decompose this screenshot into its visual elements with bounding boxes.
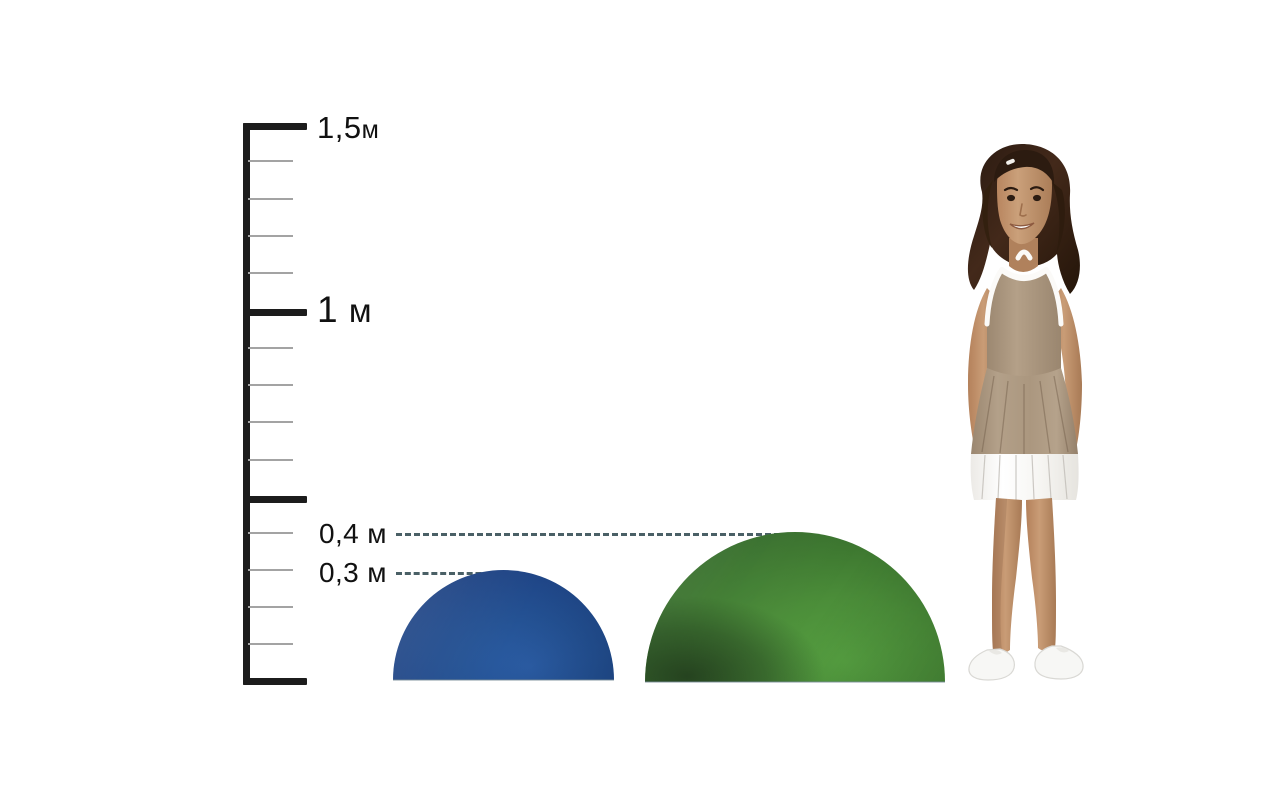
dress-skirt <box>971 368 1078 454</box>
shoe-left <box>968 648 1015 681</box>
leg-left <box>992 498 1022 653</box>
green-dome-baseline <box>645 681 945 683</box>
ruler-minor-tick-0.3m <box>248 569 293 571</box>
green-dome <box>645 532 945 682</box>
ruler-minor-tick-0.4m <box>248 532 293 534</box>
ruler-minor-tick-0.7m <box>248 421 293 423</box>
eyebrow-left <box>1003 186 1019 192</box>
hair-lock-left <box>982 180 993 248</box>
ruler-major-tick-0m <box>243 678 307 685</box>
ruler-label-1m-unit: м <box>348 292 373 329</box>
arm-right <box>1049 288 1082 459</box>
leader-line-0.4m <box>395 532 798 536</box>
shoe-right-bow <box>1056 647 1069 653</box>
ruler-label-1.5m-value: 1,5 <box>317 110 362 145</box>
ruler-minor-tick-1.2m <box>248 235 293 237</box>
mouth-smile <box>1009 222 1035 230</box>
dress-hem <box>970 454 1079 500</box>
hair-lock-right <box>1052 182 1065 254</box>
ruler-label-1.5m-unit: м <box>361 116 380 144</box>
eye-right <box>1033 194 1041 202</box>
ruler-major-tick-1.5m <box>243 123 307 130</box>
ruler-minor-tick-0.6m <box>248 459 293 461</box>
measurement-row-0.3m: 0,3 м <box>319 557 508 589</box>
measurement-label-0.4m: 0,4 м <box>319 518 387 549</box>
ruler-minor-tick-1.1m <box>248 272 293 274</box>
halter-strap <box>1015 249 1033 261</box>
eyebrow-right <box>1029 186 1045 192</box>
nose <box>1019 203 1027 217</box>
leader-line-0.3m <box>395 571 508 575</box>
measurement-row-0.4m: 0,4 м <box>319 518 798 550</box>
blue-dome-baseline <box>393 679 614 681</box>
girl-figure <box>930 138 1135 686</box>
ruler-minor-tick-0.2m <box>248 606 293 608</box>
neck <box>1009 238 1038 272</box>
dress-bodice <box>987 272 1061 377</box>
hair-fringe <box>994 150 1055 184</box>
hair-clip <box>1006 158 1015 165</box>
shoe-left-bow <box>989 649 1002 655</box>
ruler-minor-tick-1.4m <box>248 160 293 162</box>
ruler-minor-tick-0.8m <box>248 384 293 386</box>
ruler-minor-tick-0.1m <box>248 643 293 645</box>
ruler-label-1m: 1 м <box>317 289 372 331</box>
ruler-label-1m-value: 1 <box>317 289 339 330</box>
ruler-spine <box>243 123 250 685</box>
green-dome-shading <box>645 532 945 682</box>
leg-left-shadow <box>992 498 1007 653</box>
leg-right <box>1026 498 1056 651</box>
measurement-label-0.3m: 0,3 м <box>319 557 387 588</box>
dress-trim-left <box>984 269 1003 327</box>
ruler-label-1.5m: 1,5м <box>317 110 379 146</box>
hem-pleats <box>981 454 1068 500</box>
ruler-minor-tick-1.3m <box>248 198 293 200</box>
ruler-major-tick-1.0m <box>243 309 307 316</box>
ruler-minor-tick-0.9m <box>248 347 293 349</box>
face <box>997 154 1052 245</box>
eye-left <box>1007 194 1015 202</box>
ruler-major-tick-0.5m <box>243 496 307 503</box>
dress-neck-trim <box>999 267 1049 281</box>
dress-trim-right <box>1045 269 1064 327</box>
skirt-pleats <box>981 375 1069 454</box>
shoe-right <box>1034 645 1084 680</box>
